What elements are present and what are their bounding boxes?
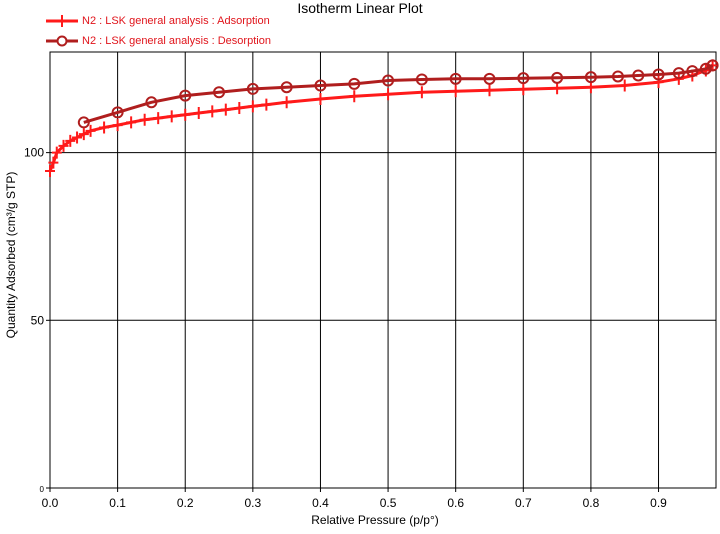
y-tick-label: 50 [31, 313, 45, 327]
legend-label-adsorption: N2 : LSK general analysis : Adsorption [82, 15, 270, 27]
adsorption-point [99, 121, 110, 134]
adsorption-point [126, 116, 137, 129]
desorption-point [415, 73, 428, 86]
adsorption-point [58, 139, 69, 152]
x-tick-label: 0.3 [244, 496, 261, 510]
desorption-point [706, 59, 719, 72]
desorption-point [551, 71, 564, 84]
adsorption-point [234, 102, 245, 115]
desorption-point [652, 68, 665, 81]
adsorption-point [139, 113, 150, 126]
x-tick-label: 0.5 [380, 496, 397, 510]
desorption-point [348, 77, 361, 90]
plot-area [49, 51, 717, 489]
y-axis-label: Quantity Adsorbed (cm³/g STP) [4, 171, 18, 339]
x-tick-label: 0.6 [447, 496, 464, 510]
legend-marker-circle [56, 35, 68, 47]
adsorption-point [72, 131, 83, 144]
adsorption-point [48, 156, 59, 169]
desorption-point [280, 81, 293, 94]
desorption-point [111, 106, 124, 119]
adsorption-point [585, 81, 596, 94]
adsorption-point [193, 107, 204, 120]
adsorption-point [220, 103, 231, 116]
adsorption-point [450, 85, 461, 98]
desorption-point [686, 65, 699, 78]
adsorption-point [51, 146, 62, 159]
adsorption-point [484, 84, 495, 97]
adsorption-point [518, 83, 529, 96]
adsorption-point [78, 128, 89, 141]
y-tick-label: 100 [24, 146, 44, 160]
desorption-point [517, 72, 530, 85]
adsorption-point [261, 98, 272, 111]
adsorption-point [416, 86, 427, 99]
desorption-point [213, 86, 226, 99]
desorption-point [382, 74, 395, 87]
desorption-point [77, 116, 90, 129]
desorption-point [584, 71, 597, 84]
adsorption-point [349, 90, 360, 103]
x-axis-label: Relative Pressure (p/p°) [311, 513, 439, 527]
adsorption-point [65, 134, 76, 147]
desorption-point [483, 72, 496, 85]
adsorption-point [207, 105, 218, 118]
x-tick-label: 0.9 [650, 496, 667, 510]
adsorption-point [153, 112, 164, 125]
adsorption-point [281, 96, 292, 109]
y-tick-label: 0 [40, 485, 45, 494]
x-tick-label: 0.0 [42, 496, 59, 510]
x-tick-label: 0.7 [515, 496, 532, 510]
adsorption-point [552, 82, 563, 95]
chart-title: Isotherm Linear Plot [297, 0, 423, 16]
adsorption-point [45, 165, 55, 178]
x-tick-label: 0.4 [312, 496, 329, 510]
desorption-point [672, 67, 685, 80]
legend-label-desorption: N2 : LSK general analysis : Desorption [82, 35, 271, 47]
adsorption-point [247, 100, 258, 113]
desorption-point [179, 89, 192, 102]
legend-marker-plus [57, 15, 67, 27]
desorption-point [449, 72, 462, 85]
desorption-point [246, 82, 259, 95]
desorption-point [314, 79, 327, 92]
adsorption-point [315, 92, 326, 105]
desorption-point [611, 70, 624, 83]
desorption-line [83, 64, 714, 124]
x-tick-label: 0.1 [109, 496, 126, 510]
adsorption-point [383, 88, 394, 101]
desorption-point [632, 69, 645, 82]
adsorption-point [653, 76, 664, 89]
x-tick-label: 0.2 [177, 496, 194, 510]
adsorption-point [85, 124, 96, 137]
adsorption-point [112, 119, 123, 132]
desorption-point [145, 96, 158, 109]
desorption-point [699, 62, 712, 75]
adsorption-point [619, 79, 630, 92]
adsorption-point [166, 110, 177, 123]
x-tick-label: 0.8 [583, 496, 600, 510]
adsorption-point [180, 108, 191, 121]
